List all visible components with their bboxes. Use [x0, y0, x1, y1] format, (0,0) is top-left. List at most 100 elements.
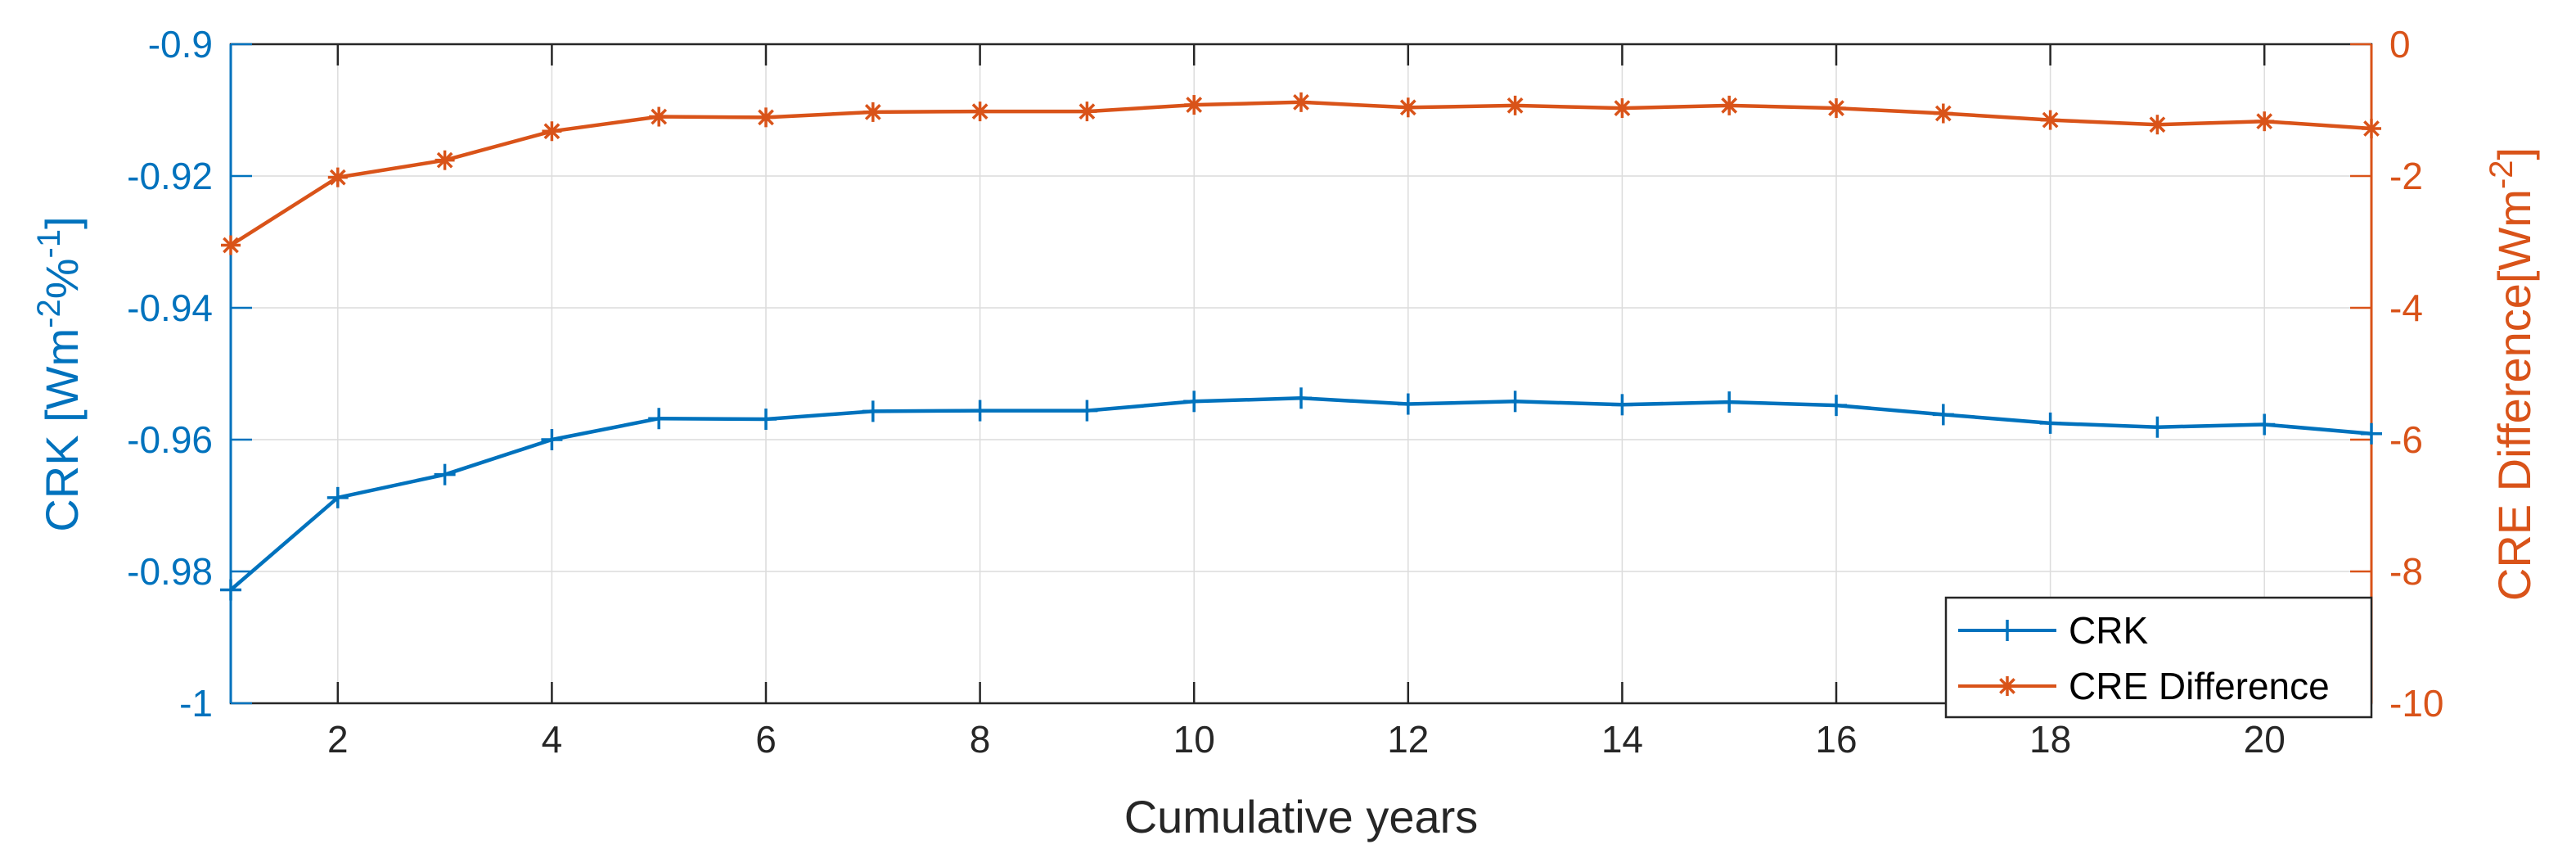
y-axis-left-title: CRK [Wm-2%-1] [31, 216, 88, 531]
y-left-tick-label: -1 [179, 682, 213, 725]
data-point-cre [542, 121, 562, 142]
legend-marker-cre [1997, 676, 2017, 696]
marker-cre-d2 [329, 169, 346, 186]
y-left-tick-label: -0.9 [148, 23, 213, 65]
data-point-crk [862, 400, 884, 422]
y-left-title-mid: % [36, 258, 88, 299]
data-point-cre [2362, 119, 2381, 139]
y-right-tick-label: -2 [2389, 155, 2423, 197]
data-point-cre [2040, 110, 2060, 130]
x-tick-label: 2 [327, 718, 349, 761]
marker-cre-d2 [971, 103, 989, 120]
data-point-cre [649, 106, 669, 127]
y-left-tick-label: -0.96 [127, 418, 213, 461]
marker-cre-d2 [651, 108, 668, 125]
data-point-crk [648, 408, 670, 430]
data-point-cre [1505, 95, 1525, 115]
series-cre [221, 92, 2381, 255]
marker-cre-d2 [1399, 99, 1416, 116]
y-right-tick-label: -8 [2389, 550, 2423, 593]
y-left-title-sup1: -2 [31, 299, 67, 328]
y-right-tick-label: -4 [2389, 287, 2423, 329]
data-point-crk [2254, 413, 2276, 436]
y-axis-left: -1 -0.98 -0.96 -0.94 -0.92 -0.9 [127, 23, 252, 725]
data-point-crk [969, 400, 991, 422]
data-point-cre [1612, 98, 1633, 119]
data-point-crk [541, 429, 563, 450]
data-point-cre [1077, 102, 1097, 122]
x-tick-label: 8 [970, 718, 991, 761]
data-point-cre [327, 167, 348, 187]
y-left-title-main: CRK [Wm [36, 328, 88, 532]
x-tick-label: 12 [1387, 718, 1429, 761]
data-point-crk [1290, 387, 1312, 409]
x-tick-label: 4 [542, 718, 563, 761]
marker-cre-d2 [2256, 113, 2273, 130]
y-right-tick-label: 0 [2389, 23, 2411, 65]
y-right-tick-label: -6 [2389, 418, 2423, 461]
data-point-crk [2361, 422, 2382, 445]
y-left-tick-label: -0.92 [127, 155, 213, 197]
y-left-title-end: ] [36, 216, 88, 229]
data-point-cre [1184, 95, 1205, 115]
data-point-cre [970, 102, 990, 122]
x-axis-title: Cumulative years [1124, 791, 1479, 842]
data-point-cre [221, 235, 241, 255]
data-point-crk [1611, 394, 1633, 416]
data-point-cre [756, 107, 776, 128]
data-point-cre [1398, 97, 1418, 118]
data-point-cre [435, 150, 455, 170]
data-point-cre [862, 102, 883, 122]
y-left-title-sup2: -1 [31, 229, 67, 259]
marker-cre-d2 [1614, 100, 1631, 116]
y-axis-right-title: CRE Difference[Wm-2] [2484, 147, 2540, 601]
marker-cre-d2 [2363, 120, 2380, 137]
marker-cre-d2 [2042, 111, 2059, 129]
legend-label-crk: CRK [2069, 609, 2148, 652]
legend-box [1944, 596, 2373, 719]
data-point-cre [1291, 92, 1311, 112]
y-left-tick-label: -0.98 [127, 550, 213, 593]
marker-cre-d2 [2149, 116, 2166, 133]
marker-cre-d2 [758, 109, 774, 126]
data-point-crk [1076, 400, 1098, 422]
data-point-crk [434, 463, 456, 485]
x-tick-label: 18 [2029, 718, 2071, 761]
marker-cre-d2 [543, 123, 561, 140]
y-left-tick-label: -0.94 [127, 287, 213, 329]
data-point-crk [1504, 391, 1526, 413]
x-axis: 2 4 6 8 10 12 14 16 18 20 [327, 44, 2286, 761]
marker-cre-d2 [223, 237, 239, 254]
x-tick-label: 16 [1815, 718, 1857, 761]
data-point-cre [2254, 111, 2275, 132]
series-crk [220, 387, 2382, 601]
data-point-crk [755, 409, 777, 431]
x-tick-label: 10 [1173, 718, 1215, 761]
y-right-title-main: CRE Difference[Wm [2488, 189, 2540, 601]
data-point-cre [2147, 115, 2168, 135]
marker-cre-d2 [1079, 103, 1096, 120]
data-point-cre [1826, 98, 1846, 119]
legend-label-cre: CRE Difference [2069, 665, 2330, 707]
data-point-crk [1718, 391, 1741, 413]
y-right-title-sup: -2 [2484, 160, 2520, 189]
marker-cre-d2 [1721, 97, 1738, 114]
data-point-crk [1397, 393, 1419, 415]
data-point-crk [2146, 416, 2168, 438]
legend-marker-crk [1997, 620, 2018, 641]
y-right-tick-label: -10 [2389, 682, 2443, 725]
legend-marker-cre-d2 [1999, 678, 2015, 694]
data-point-crk [2039, 412, 2061, 434]
marker-cre-d2 [1293, 93, 1309, 111]
marker-cre-d2 [436, 151, 453, 169]
series-layer [220, 92, 2382, 601]
data-point-crk [1183, 391, 1205, 413]
marker-cre-d2 [1186, 97, 1203, 113]
data-point-crk [220, 579, 241, 601]
data-point-crk [1826, 395, 1847, 417]
x-tick-label: 14 [1601, 718, 1643, 761]
data-point-cre [1719, 95, 1740, 115]
marker-cre-d2 [1828, 100, 1844, 116]
